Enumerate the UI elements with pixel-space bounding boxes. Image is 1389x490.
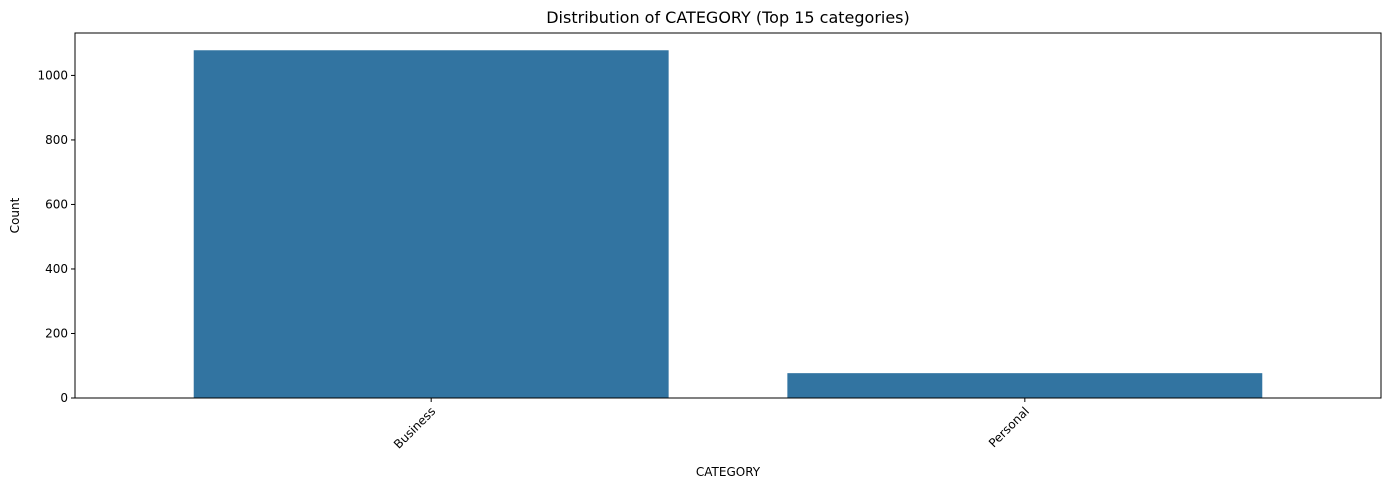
x-tick-label: Personal: [986, 404, 1032, 450]
x-axis: Business Personal: [391, 398, 1032, 452]
y-tick-label: 0: [60, 391, 68, 405]
y-tick-label: 400: [45, 262, 68, 276]
y-tick-label: 600: [45, 197, 68, 211]
bar-business: [193, 50, 669, 399]
bar-personal: [787, 373, 1263, 398]
y-tick-label: 800: [45, 133, 68, 147]
plot-area-frame: [74, 32, 1382, 399]
y-axis: 0 200 400 600 800 1000: [37, 68, 75, 405]
y-axis-label: Count: [8, 197, 22, 233]
x-axis-label: CATEGORY: [696, 465, 761, 479]
y-tick-label: 200: [45, 326, 68, 340]
x-tick-label: Business: [391, 404, 438, 451]
y-tick-label: 1000: [37, 68, 68, 82]
chart-title: Distribution of CATEGORY (Top 15 categor…: [546, 8, 910, 27]
bars-layer: [193, 50, 1263, 399]
